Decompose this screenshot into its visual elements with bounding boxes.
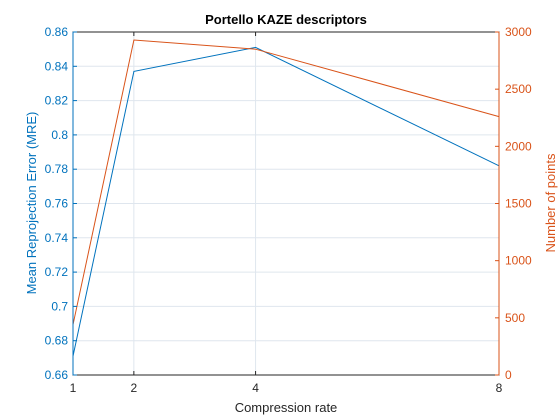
left-tick-label: 0.7 [51,299,68,313]
left-tick-label: 0.74 [45,231,69,245]
left-tick-label: 0.66 [45,368,69,382]
x-tick-label: 2 [131,381,138,395]
left-axis-ticks: 0.66 0.68 0.7 0.72 0.74 0.76 0.78 0.8 0.82 0.84 0.… [45,25,77,382]
left-tick-label: 0.84 [45,59,69,73]
left-tick-label: 0.86 [45,25,69,39]
left-axis-label: Mean Reprojection Error (MRE) [24,112,39,295]
series-line-right [72,39,500,325]
right-tick-label: 2000 [505,139,532,153]
right-tick-label: 500 [505,311,525,325]
left-tick-label: 0.76 [45,197,69,211]
x-axis-label: Compression rate [235,400,338,415]
right-tick-label: 2500 [505,82,532,96]
right-axis-label: Number of points [543,153,558,252]
x-tick-label: 8 [496,381,503,395]
right-tick-label: 3000 [505,25,532,39]
series-line-left [72,46,500,357]
chart-title: Portello KAZE descriptors [205,12,367,27]
left-tick-label: 0.78 [45,162,69,176]
x-tick-label: 1 [70,381,77,395]
left-tick-label: 0.72 [45,265,69,279]
left-tick-label: 0.8 [51,128,68,142]
left-tick-label: 0.82 [45,94,69,108]
right-tick-label: 0 [505,368,512,382]
right-axis-ticks: 0 500 1000 1500 2000 2500 3000 [495,25,532,382]
x-tick-label: 4 [252,381,259,395]
left-tick-label: 0.68 [45,334,69,348]
right-tick-label: 1500 [505,197,532,211]
series-layer [72,39,500,357]
right-tick-label: 1000 [505,254,532,268]
grid [72,31,500,376]
